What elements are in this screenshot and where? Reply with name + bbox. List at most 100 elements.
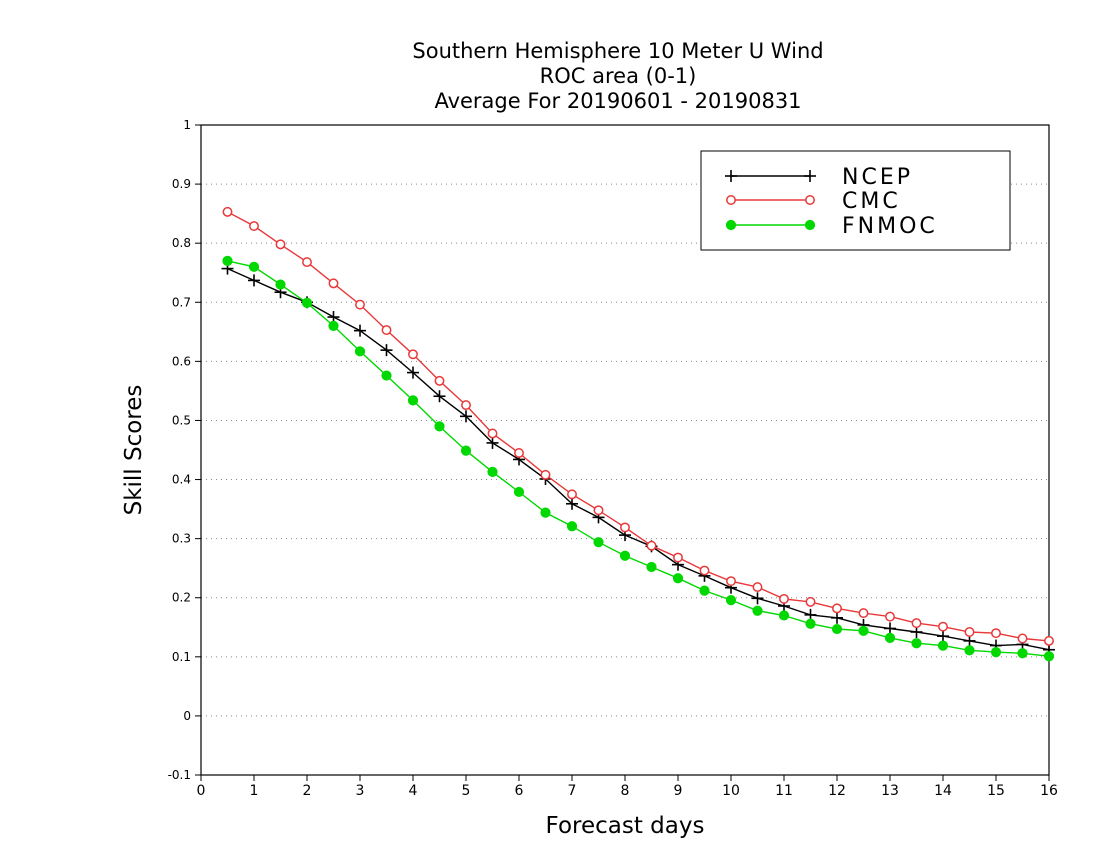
- point-fnmoc: [725, 594, 737, 606]
- y-axis: -0.1 0 0.1 0.2 0.3 0.4 0.5 0.6 0.7 0.8 0.9 1: [168, 118, 201, 782]
- point-fnmoc: [990, 646, 1002, 658]
- plot-frame: [200, 124, 1050, 776]
- x-tick-label: 3: [356, 783, 365, 799]
- point-cmc: [620, 522, 630, 533]
- x-axis: 0 1 2 3 4 5 6 7 8 9 10 11 12 13 14 15 16: [197, 775, 1058, 799]
- legend-marker-ncep: [804, 170, 816, 182]
- x-tick-label: 15: [987, 783, 1005, 799]
- y-tick-label: 0.7: [172, 295, 191, 309]
- series-line-fnmoc: [227, 260, 1050, 657]
- y-tick-label: 0.3: [172, 532, 191, 546]
- legend-marker-cmc: [726, 195, 736, 205]
- point-ncep: [937, 630, 949, 643]
- point-cmc: [1017, 633, 1028, 644]
- point-cmc: [699, 565, 710, 576]
- point-fnmoc: [328, 320, 339, 332]
- point-fnmoc: [831, 623, 843, 635]
- x-axis-label: Forecast days: [546, 813, 705, 839]
- point-cmc: [726, 576, 736, 587]
- point-fnmoc: [699, 585, 710, 596]
- y-tick-label: 0.6: [172, 354, 191, 368]
- point-fnmoc: [354, 346, 366, 357]
- x-tick-label: 6: [515, 783, 524, 799]
- title-line-3: Average For 20190601 - 20190831: [434, 89, 801, 113]
- series-fnmoc: [222, 255, 1055, 662]
- x-tick-label: 9: [674, 783, 683, 799]
- legend-marker-fnmoc: [725, 219, 737, 231]
- x-tick-label: 16: [1040, 783, 1058, 799]
- point-fnmoc: [593, 537, 604, 548]
- point-ncep: [751, 592, 764, 605]
- point-fnmoc: [646, 561, 657, 573]
- point-cmc: [779, 593, 789, 604]
- legend-label-fnmoc: FNMOC: [842, 214, 938, 239]
- legend-label-ncep: NCEP: [842, 165, 913, 190]
- point-cmc: [911, 618, 922, 629]
- legend-label-cmc: CMC: [842, 189, 901, 214]
- point-cmc: [858, 608, 869, 619]
- point-cmc: [355, 299, 365, 310]
- point-cmc: [514, 448, 524, 458]
- legend-marker-ncep: [725, 170, 737, 182]
- point-fnmoc: [911, 638, 922, 649]
- point-cmc: [938, 621, 948, 632]
- y-tick-label: -0.1: [168, 768, 191, 782]
- y-tick-label: 0.5: [172, 413, 191, 427]
- point-fnmoc: [805, 618, 816, 629]
- x-tick-label: 0: [197, 783, 206, 799]
- y-tick-label: 0.1: [172, 650, 191, 664]
- x-tick-label: 13: [881, 783, 899, 799]
- point-cmc: [567, 489, 577, 500]
- x-tick-label: 1: [250, 783, 259, 799]
- point-ncep: [460, 410, 472, 423]
- point-cmc: [593, 505, 604, 516]
- point-cmc: [222, 206, 233, 217]
- title-line-1: Southern Hemisphere 10 Meter U Wind: [412, 39, 823, 63]
- point-cmc: [434, 375, 445, 386]
- point-cmc: [302, 257, 312, 268]
- point-fnmoc: [1043, 651, 1055, 662]
- x-tick-label: 10: [722, 783, 740, 799]
- point-fnmoc: [275, 279, 286, 290]
- point-cmc: [832, 603, 842, 614]
- series-cmc: [222, 206, 1054, 646]
- point-fnmoc: [619, 550, 631, 561]
- point-cmc: [487, 428, 498, 439]
- point-ncep: [566, 497, 578, 510]
- x-tick-label: 14: [934, 783, 952, 799]
- point-cmc: [964, 627, 975, 637]
- point-fnmoc: [248, 261, 260, 272]
- point-fnmoc: [487, 466, 498, 477]
- point-ncep: [407, 366, 419, 379]
- point-fnmoc: [434, 421, 445, 432]
- point-cmc: [381, 325, 392, 335]
- series-ncep: [221, 262, 1055, 656]
- point-cmc: [461, 400, 471, 411]
- point-fnmoc: [566, 521, 578, 532]
- x-tick-label: 12: [828, 783, 846, 799]
- x-tick-label: 5: [462, 783, 471, 799]
- point-fnmoc: [884, 632, 896, 644]
- point-cmc: [408, 349, 418, 360]
- point-cmc: [249, 221, 259, 231]
- series-line-ncep: [227, 267, 1050, 651]
- point-fnmoc: [964, 645, 975, 656]
- y-tick-label: 0.2: [172, 591, 191, 605]
- point-cmc: [540, 469, 551, 480]
- point-fnmoc: [407, 395, 419, 406]
- point-fnmoc: [513, 486, 525, 498]
- point-ncep: [831, 611, 843, 624]
- point-fnmoc: [381, 370, 392, 381]
- y-tick-label: 0.4: [172, 473, 191, 487]
- series-line-cmc: [227, 211, 1050, 642]
- point-fnmoc: [858, 625, 869, 636]
- legend-marker-fnmoc: [804, 219, 816, 231]
- point-fnmoc: [778, 610, 790, 621]
- x-tick-label: 2: [303, 783, 312, 799]
- y-axis-label: Skill Scores: [121, 385, 147, 516]
- title-line-2: ROC area (0-1): [540, 64, 697, 88]
- point-cmc: [991, 628, 1001, 639]
- point-ncep: [433, 390, 446, 403]
- x-tick-label: 4: [409, 783, 418, 799]
